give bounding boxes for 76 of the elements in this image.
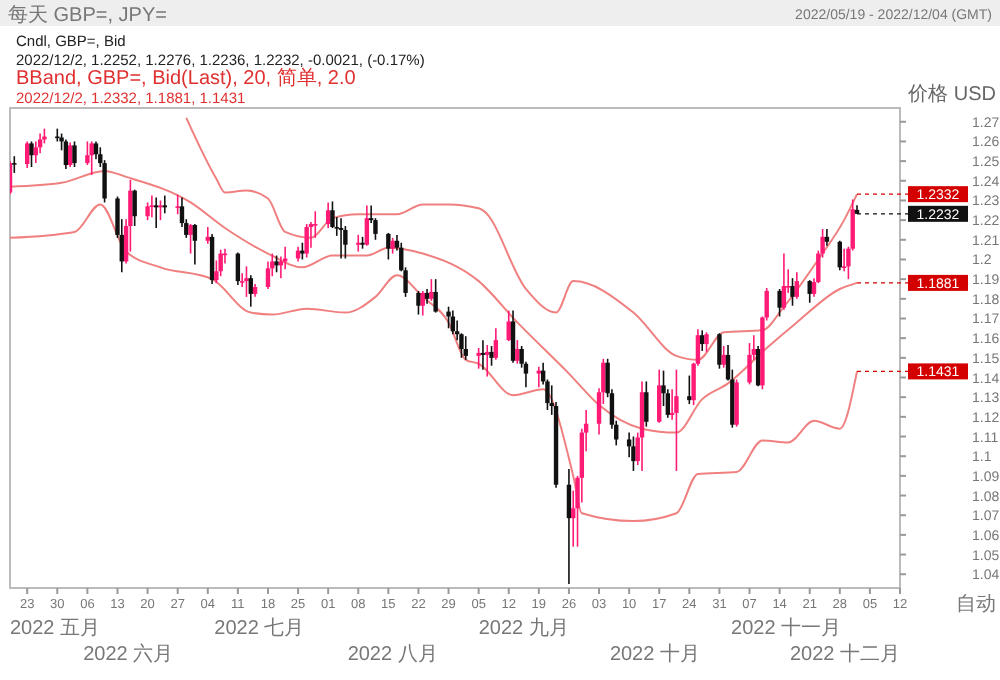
candlestick [25,140,30,169]
candlestick [510,309,516,364]
candlestick [265,260,271,290]
candlestick [631,435,636,472]
text: 2022 五月 [10,618,101,640]
candlestick [158,199,163,221]
candlestick [416,290,421,316]
line-series [10,203,858,523]
candlestick [89,140,94,176]
candlestick [433,278,438,314]
candlestick [429,278,434,302]
candlestick [386,232,391,261]
candlestick [657,368,662,424]
candlestick [841,247,847,273]
text: 2022 六月 [83,642,174,666]
candlestick [149,194,155,218]
candlestick [33,140,38,164]
candlestick [364,204,370,247]
candlestick [192,223,198,266]
candlestick [463,335,468,361]
candlestick [205,226,210,245]
candlestick [485,344,490,378]
candlestick [132,188,137,227]
candlestick [188,223,193,255]
candlestick [639,380,645,472]
candlestick [807,279,812,304]
text: 2022 十一月 [731,616,842,640]
candlestick [493,327,499,361]
candlestick [209,233,215,285]
candlestick [343,225,348,260]
candlestick [67,141,73,168]
candlestick [790,277,795,307]
candlestick [755,345,761,388]
candlestick [446,305,451,330]
candlestick [175,193,180,216]
candlestick [734,378,739,428]
candlestick [687,374,692,405]
candlestick [325,201,331,229]
candlestick [644,380,649,428]
candlestick [506,309,511,342]
candlestick [721,345,726,369]
candlestick [218,248,223,277]
text: 2022 八月 [347,644,438,666]
candlestick [37,132,43,155]
candlestick [420,290,425,317]
candlestick [244,265,249,298]
candlestick [282,245,288,271]
candlestick [536,365,542,389]
candlestick [777,288,782,318]
candlestick [248,274,253,308]
candlestick [304,223,309,259]
candlestick [63,138,69,170]
candlestick [72,140,77,168]
candlestick [704,331,709,353]
text: 自动 [956,592,996,616]
candlestick [747,342,752,386]
candlestick [12,155,17,174]
y-axis-title: 价格 USD [906,82,996,106]
candlestick [781,252,787,311]
candlestick [566,468,572,585]
text: 2022 九月 [478,616,569,640]
candlestick [674,368,679,472]
text: 2022 十二月 [789,642,900,666]
candlestick [489,345,494,367]
text: BBand, GBP=, Bid(Last), 20, 简单, 2.0 [16,66,357,90]
text: 2022 十月 [609,642,700,666]
candlestick [515,339,520,365]
candlestick [794,271,800,300]
candlestick [330,200,335,229]
candlestick [476,347,481,370]
candlestick [700,329,705,352]
candlestick [278,255,284,279]
chart-title: 每天 GBP=, JPY= [8,3,168,27]
text: 2022 七月 [214,616,305,640]
candlestick [29,140,34,168]
candlestick [717,332,722,370]
